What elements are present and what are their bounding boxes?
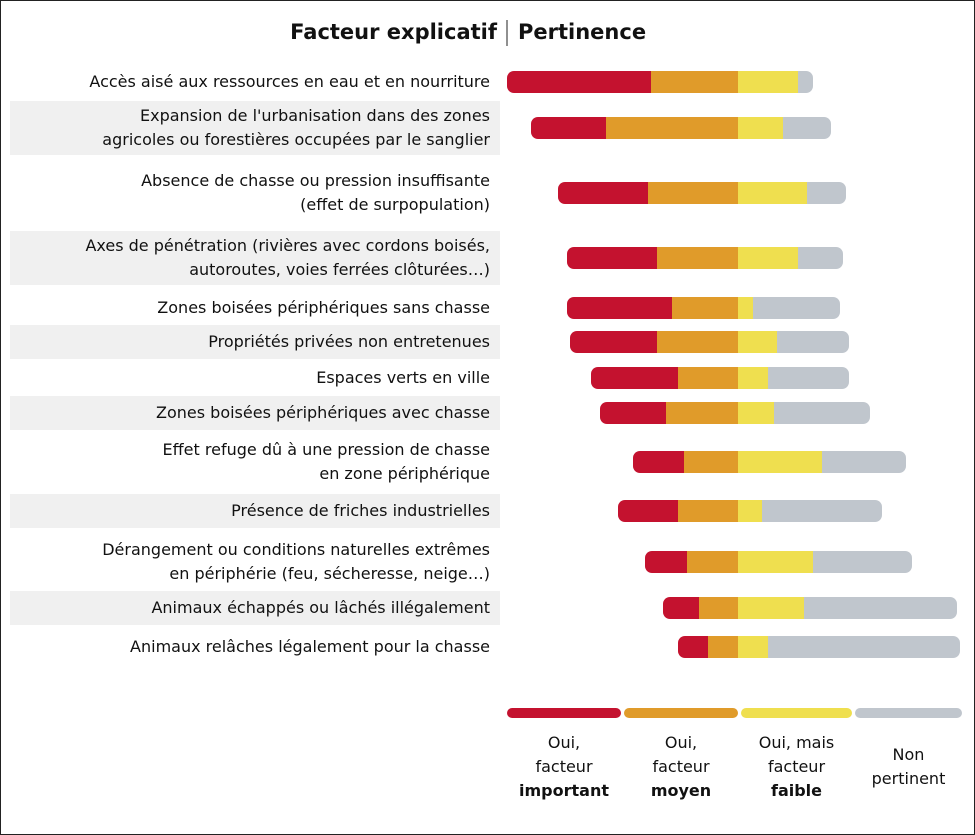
bar-segment bbox=[768, 367, 849, 389]
category-label: Accès aisé aux ressources en eau et en n… bbox=[89, 72, 490, 91]
bar-segment bbox=[738, 297, 753, 319]
category-label: Axes de pénétration (rivières avec cordo… bbox=[85, 236, 490, 279]
category-label: Dérangement ou conditions naturelles ext… bbox=[102, 540, 490, 583]
bar-segment bbox=[657, 331, 738, 353]
bar-segment bbox=[657, 247, 738, 269]
row-band bbox=[10, 396, 500, 430]
row-band bbox=[10, 494, 500, 528]
legend-swatch bbox=[507, 708, 621, 718]
bar-segment bbox=[738, 331, 777, 353]
category-label: Effet refuge dû à une pression de chasse… bbox=[163, 440, 490, 483]
bar-segment bbox=[738, 500, 762, 522]
bar-segment bbox=[738, 597, 804, 619]
row-band bbox=[10, 591, 500, 625]
bar-segment bbox=[738, 117, 783, 139]
bar-segment bbox=[807, 182, 846, 204]
bar-segment bbox=[798, 71, 813, 93]
bar-segment bbox=[600, 402, 666, 424]
bar-segment bbox=[699, 597, 738, 619]
legend-label: Oui, facteur important bbox=[519, 733, 609, 800]
bar-segment bbox=[813, 551, 912, 573]
bar-segment bbox=[531, 117, 606, 139]
header-left: Facteur explicatif bbox=[290, 20, 498, 44]
bar-segment bbox=[738, 71, 798, 93]
bar-segment bbox=[753, 297, 840, 319]
bar-segment bbox=[618, 500, 678, 522]
bar-segment bbox=[687, 551, 738, 573]
bar-segment bbox=[678, 636, 708, 658]
bar-segment bbox=[507, 71, 651, 93]
row-band bbox=[10, 325, 500, 359]
bar-segment bbox=[738, 367, 768, 389]
bar-segment bbox=[567, 247, 657, 269]
bar-segment bbox=[663, 597, 699, 619]
category-label: Espaces verts en ville bbox=[316, 368, 490, 387]
bar-segment bbox=[678, 367, 738, 389]
category-label: Présence de friches industrielles bbox=[231, 501, 490, 520]
bar-segment bbox=[738, 402, 774, 424]
category-label: Absence de chasse ou pression insuffisan… bbox=[141, 171, 490, 214]
bar-segment bbox=[633, 451, 684, 473]
bar-segment bbox=[606, 117, 738, 139]
bar-segment bbox=[798, 247, 843, 269]
row-band bbox=[10, 231, 500, 285]
bar-segment bbox=[738, 182, 807, 204]
bar-segment bbox=[708, 636, 738, 658]
bar-segment bbox=[684, 451, 738, 473]
bar-segment bbox=[591, 367, 678, 389]
bar-segment bbox=[570, 331, 657, 353]
legend-swatch bbox=[624, 708, 738, 718]
legend-swatch bbox=[855, 708, 962, 718]
bar-segment bbox=[822, 451, 906, 473]
legend-label: Oui, facteur moyen bbox=[651, 733, 711, 800]
bar-segment bbox=[651, 71, 738, 93]
legend-label: Oui, mais facteur faible bbox=[759, 733, 835, 800]
category-label: Zones boisées périphériques sans chasse bbox=[157, 298, 490, 317]
category-label: Propriétés privées non entretenues bbox=[208, 332, 490, 351]
legend-swatch bbox=[741, 708, 852, 718]
bar-segment bbox=[738, 636, 768, 658]
bar-segment bbox=[783, 117, 831, 139]
bar-segment bbox=[666, 402, 738, 424]
bar-segment bbox=[645, 551, 687, 573]
bar-segment bbox=[777, 331, 849, 353]
bar-segment bbox=[768, 636, 960, 658]
header-right: Pertinence bbox=[518, 20, 646, 44]
category-label: Animaux échappés ou lâchés illégalement bbox=[151, 598, 490, 617]
bar-segment bbox=[648, 182, 738, 204]
category-label: Zones boisées périphériques avec chasse bbox=[156, 403, 490, 422]
bar-segment bbox=[567, 297, 672, 319]
bar-segment bbox=[738, 551, 813, 573]
category-label: Animaux relâches légalement pour la chas… bbox=[130, 637, 490, 656]
bar-segment bbox=[738, 451, 822, 473]
category-label: Expansion de l'urbanisation dans des zon… bbox=[102, 106, 490, 149]
legend-label: Non pertinent bbox=[872, 745, 946, 788]
bar-segment bbox=[738, 247, 798, 269]
bar-segment bbox=[672, 297, 738, 319]
bar-segment bbox=[804, 597, 957, 619]
bar-segment bbox=[558, 182, 648, 204]
bar-segment bbox=[774, 402, 870, 424]
row-band bbox=[10, 101, 500, 155]
bar-segment bbox=[678, 500, 738, 522]
bar-segment bbox=[762, 500, 882, 522]
